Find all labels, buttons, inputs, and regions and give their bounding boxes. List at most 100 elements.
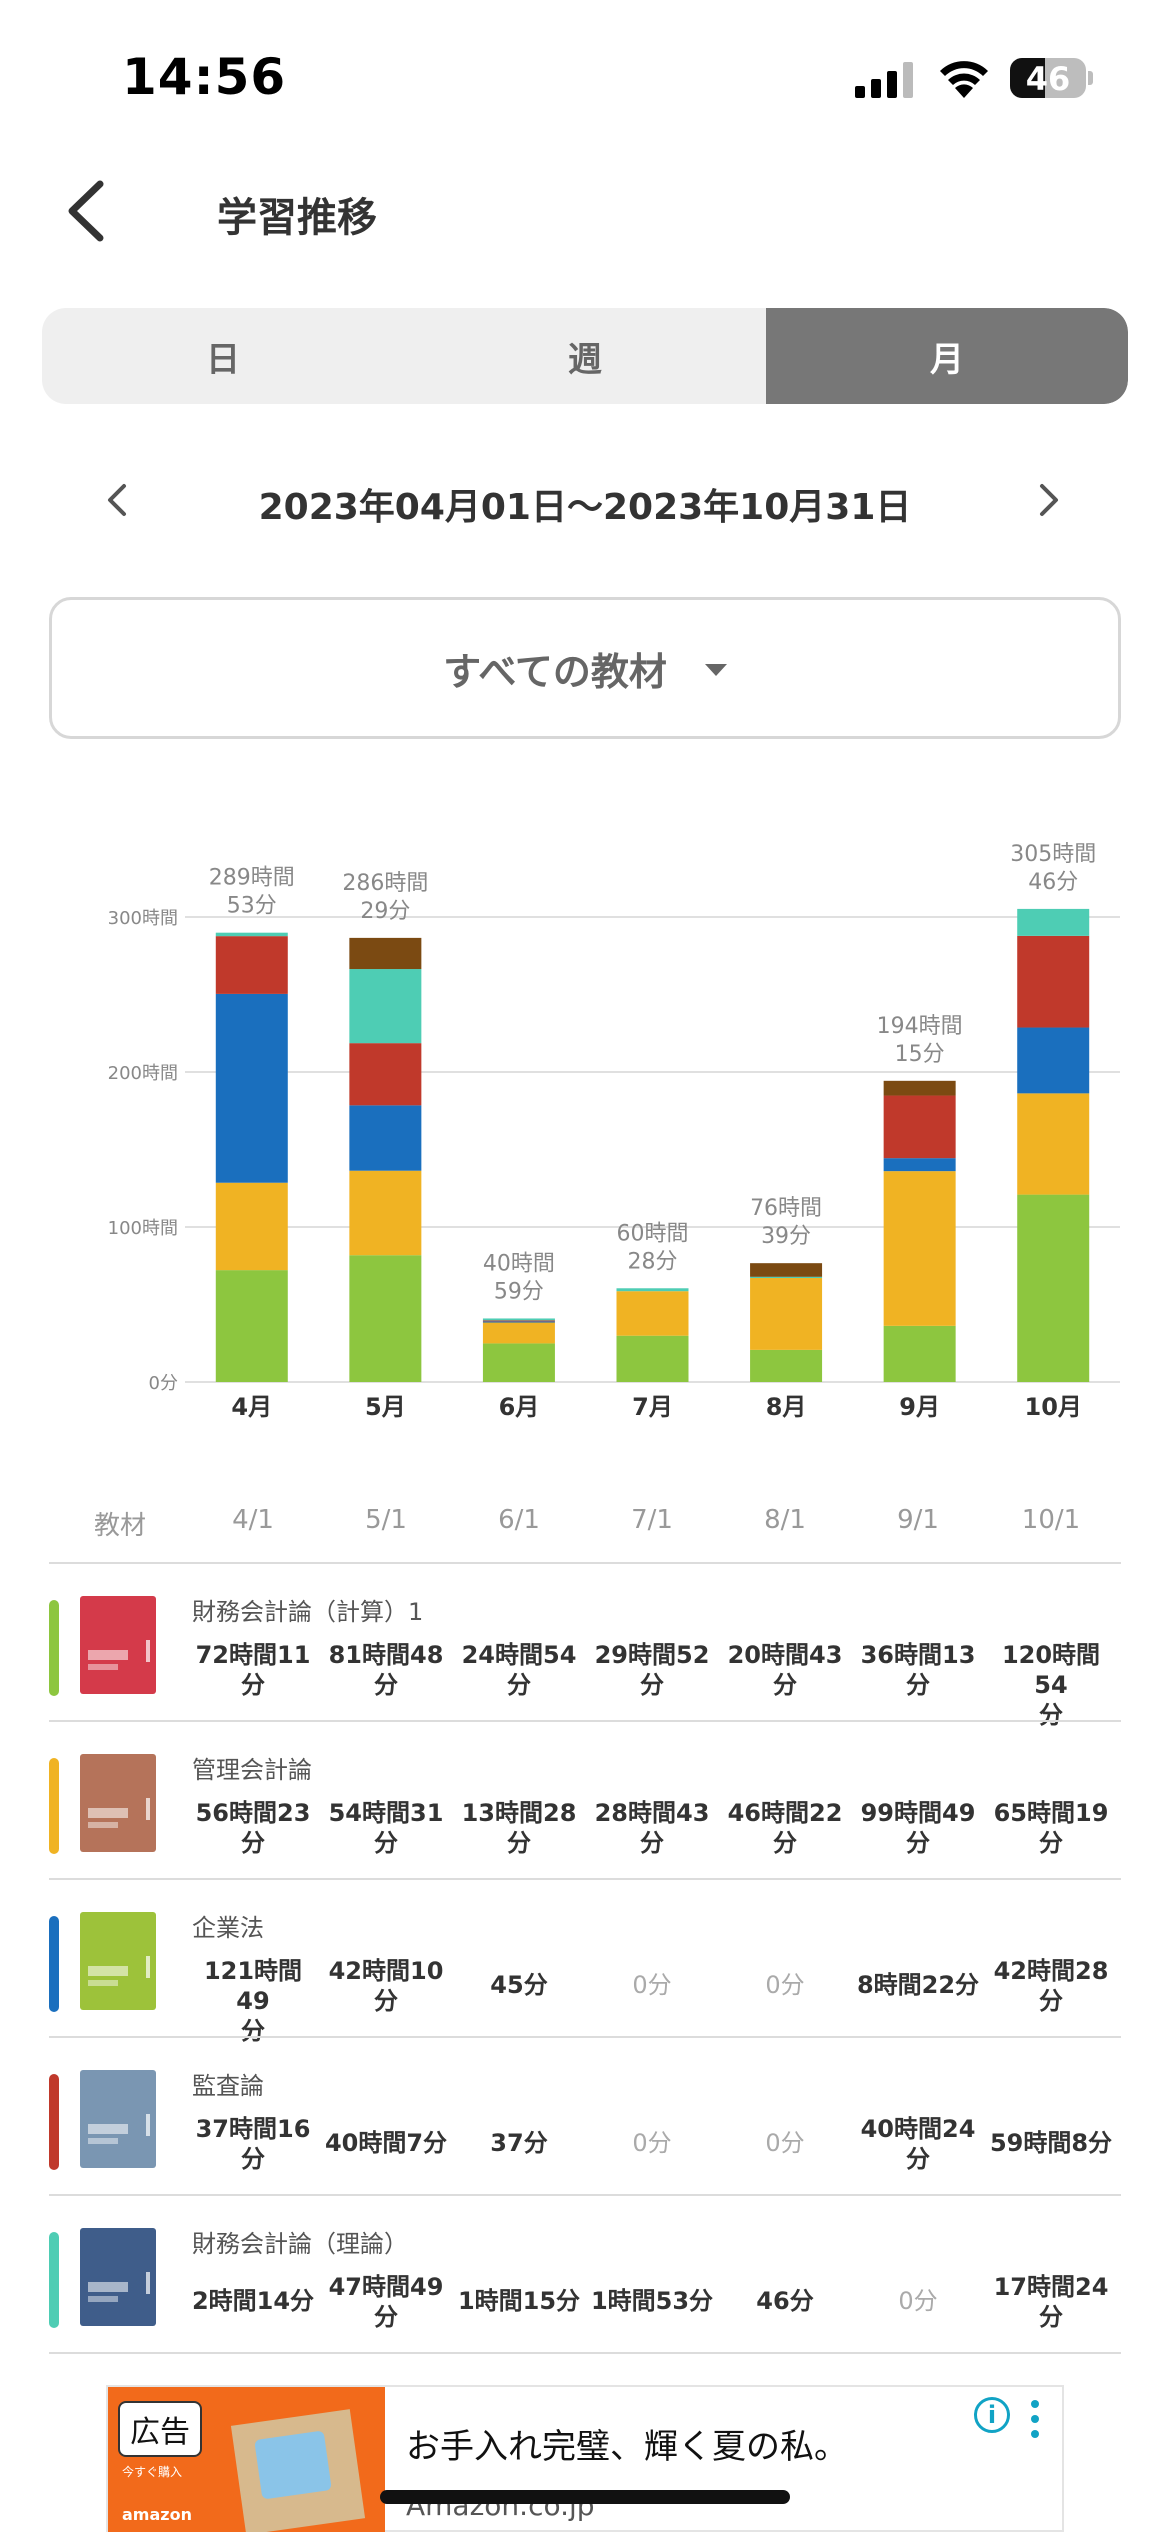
total-label: 194時間 [877, 1014, 963, 1039]
study-time-cell: 37分 [454, 2128, 584, 2158]
ad-image[interactable]: 広告 今すぐ購入 amazon [108, 2387, 385, 2532]
divider [49, 1878, 1121, 1880]
study-time-text: 0分 [632, 1971, 672, 1999]
material-thumbnail [80, 1754, 156, 1852]
material-dropdown[interactable]: すべての教材 [49, 597, 1121, 739]
table-header-col: 4/1 [232, 1505, 274, 1535]
bar-segment [215, 932, 288, 937]
home-indicator[interactable] [380, 2490, 790, 2504]
total-label: 53分 [227, 894, 277, 919]
bar-segment [616, 1288, 689, 1292]
material-name: 監査論 [192, 2072, 264, 2100]
study-time-text: 分 [374, 2303, 398, 2331]
tab-day[interactable]: 日 [206, 339, 240, 380]
study-time-text: 99時間49 [860, 1799, 976, 1827]
study-time-text: 24時間54 [461, 1641, 577, 1669]
study-time-text: 分 [1039, 1829, 1063, 1857]
study-time-cell: 40時間24 分 [853, 2114, 983, 2174]
study-time-cell: 99時間49 分 [853, 1798, 983, 1858]
study-time-cell: 81時間48 分 [321, 1640, 451, 1700]
study-time-text: 13時間28 [461, 1799, 577, 1827]
material-dropdown-label: すべての教材 [443, 649, 667, 694]
study-time-text: 20時間43 [727, 1641, 843, 1669]
ad-info-icon[interactable]: i [974, 2397, 1010, 2433]
ad-headline[interactable]: お手入れ完璧、輝く夏の私。 [406, 2427, 848, 2467]
table-row[interactable]: 財務会計論（計算）1 72時間11 分 81時間48 分 24時間54 分 29時間52 分 20… [0, 1564, 1170, 1729]
study-time-cell: 56時間23 分 [188, 1798, 318, 1858]
battery-icon: 46 [1010, 58, 1093, 98]
y-tick-label: 300時間 [108, 908, 178, 929]
material-thumbnail [80, 2228, 156, 2326]
table-row[interactable]: 財務会計論（理論） 2時間14分 47時間49 分 1時間15分 1時間53分 46分 0分 1… [0, 2196, 1170, 2354]
page-title: 学習推移 [217, 195, 377, 241]
bar-segment [482, 1320, 555, 1322]
study-time-text: 37時間16 [195, 2115, 311, 2143]
bar-segment [1017, 908, 1090, 936]
total-label: 286時間 [342, 871, 428, 896]
study-time-text: 0分 [898, 2287, 938, 2315]
study-time-text: 分 [374, 1671, 398, 1699]
study-time-cell: 0分 [720, 1970, 850, 2000]
ad-more-menu-icon[interactable] [1030, 2399, 1040, 2439]
material-color-bar [49, 1600, 59, 1696]
total-label: 59分 [494, 1279, 544, 1304]
study-time-cell: 59時間8分 [986, 2128, 1116, 2158]
bar-segment [349, 1170, 422, 1256]
table-header-col: 10/1 [1021, 1505, 1081, 1535]
total-label: 40時間 [483, 1251, 555, 1276]
bar-segment [482, 1322, 555, 1344]
study-time-text: 分 [1039, 1701, 1063, 1729]
study-time-cell: 2時間14分 [188, 2286, 318, 2316]
study-time-cell: 8時間22分 [853, 1970, 983, 2000]
bar-segment [750, 1278, 823, 1350]
total-label: 76時間 [750, 1196, 822, 1221]
table-row[interactable]: 監査論 37時間16 分 40時間7分 37分 0分 0分 40時間24 分 59時間8分 [0, 2038, 1170, 2196]
study-time-text: 分 [640, 1829, 664, 1857]
bar-segment [750, 1263, 823, 1277]
bar-segment [883, 1080, 956, 1096]
study-time-text: 分 [241, 1671, 265, 1699]
study-time-text: 65時間19 [993, 1799, 1109, 1827]
tab-week[interactable]: 週 [568, 339, 602, 380]
study-time-text: 42時間10 [328, 1957, 444, 1985]
back-chevron-icon[interactable] [62, 176, 112, 246]
next-period-icon[interactable] [1030, 470, 1070, 530]
material-name: 企業法 [192, 1914, 264, 1942]
study-time-cell: 0分 [587, 2128, 717, 2158]
divider [49, 1562, 1121, 1564]
caret-down-icon [704, 664, 727, 676]
previous-period-icon[interactable] [96, 470, 136, 530]
material-name: 財務会計論（理論） [192, 2230, 408, 2258]
study-time-text: 29時間52 [594, 1641, 710, 1669]
table-header-col: 7/1 [631, 1505, 673, 1535]
study-time-text: 分 [241, 2017, 265, 2045]
bar-segment [883, 1171, 956, 1326]
period-segmented-control: 日 週 月 [42, 308, 1128, 404]
status-bar: 14:56 46 [0, 0, 1170, 150]
study-time-text: 54時間31 [328, 1799, 444, 1827]
material-name: 管理会計論 [192, 1756, 312, 1784]
material-color-bar [49, 2232, 59, 2328]
study-time-text: 40時間24 [860, 2115, 976, 2143]
bar-segment [215, 993, 288, 1183]
study-time-cell: 1時間15分 [454, 2286, 584, 2316]
study-time-text: 分 [1039, 1987, 1063, 2015]
total-label: 15分 [895, 1042, 945, 1067]
ad-banner[interactable]: 広告 今すぐ購入 amazon お手入れ完璧、輝く夏の私。 Amazon.co.… [106, 2385, 1064, 2532]
study-time-text: 8時間22分 [856, 1971, 980, 1999]
bar-segment [482, 1343, 555, 1382]
material-color-bar [49, 2074, 59, 2170]
tab-month[interactable]: 月 [766, 308, 1128, 404]
total-label: 46分 [1028, 870, 1078, 895]
study-time-text: 47時間49 [328, 2273, 444, 2301]
bar-segment [349, 1105, 422, 1171]
table-row[interactable]: 企業法 121時間49 分 42時間10 分 45分 0分 0分 8時間22分 42時間28 分 [0, 1880, 1170, 2045]
table-header-col: 9/1 [897, 1505, 939, 1535]
study-time-cell: 29時間52 分 [587, 1640, 717, 1700]
study-time-text: 分 [773, 1671, 797, 1699]
table-row[interactable]: 管理会計論 56時間23 分 54時間31 分 13時間28 分 28時間43 分 46時間22 分… [0, 1722, 1170, 1880]
ad-brand-logo: amazon [122, 2505, 192, 2524]
total-label: 39分 [761, 1224, 811, 1249]
bar-segment [750, 1349, 823, 1382]
study-time-text: 2時間14分 [191, 2287, 315, 2315]
